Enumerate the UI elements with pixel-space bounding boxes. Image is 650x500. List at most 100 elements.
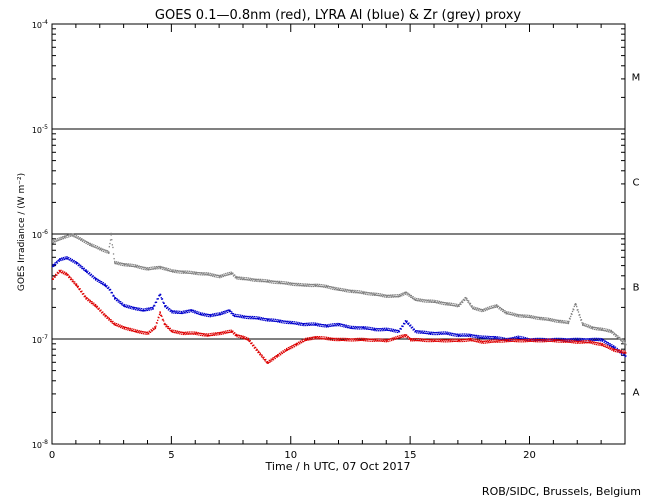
series-2-point [236,336,238,338]
series-1-point [474,335,476,337]
series-1-point [121,304,123,306]
series-1-point [327,326,330,328]
series-2-point [404,333,406,336]
series-0-point [306,283,309,285]
series-1-point [207,313,209,315]
series-1-point [134,307,136,309]
series-1-point [353,328,355,330]
series-1-point [372,329,374,331]
series-0-point [492,305,494,307]
series-0-point [296,283,299,286]
series-1-point [469,333,471,335]
series-2-point [162,318,164,321]
series-0-point [459,302,461,304]
series-2-point [288,347,291,349]
series-1-point [369,328,371,330]
series-1-point [329,325,331,328]
series-1-point [120,302,122,305]
series-1-point [429,333,432,335]
series-2-point [273,357,275,359]
series-0-point [569,318,571,320]
series-2-point [362,337,364,340]
series-0-point [502,309,504,311]
series-2-point [478,340,480,342]
series-0-point [278,282,280,285]
series-2-point [268,361,270,364]
series-2-point [287,346,290,349]
series-1-datapoint [200,313,202,315]
series-2-datapoint [285,349,288,351]
series-1-datapoint [481,336,484,339]
series-1-point [425,330,427,333]
series-1-point [500,336,502,339]
series-2-point [554,339,556,342]
series-2-point [467,340,469,342]
series-1-datapoint [59,258,61,261]
series-1-point [484,337,486,339]
series-1-datapoint [75,262,78,264]
series-0-point [469,304,471,306]
series-2-datapoint [529,339,531,342]
series-2-point [60,269,62,271]
series-1-point [593,339,595,342]
series-1-point [322,325,324,328]
series-1-datapoint [109,288,111,291]
series-0-point [390,295,392,297]
series-0-point [583,325,586,327]
series-2-point [545,340,547,343]
series-0-point [616,335,618,337]
series-1-point [591,340,593,342]
series-0-point [140,268,143,270]
series-2-point [579,341,581,343]
series-1-point [406,320,408,322]
series-2-point [494,341,497,343]
series-2-point [295,345,297,347]
series-1-point [205,313,207,315]
series-1-point [125,304,127,306]
series-1-point [579,339,581,341]
series-0-point [226,272,229,274]
series-1-point [468,334,470,336]
series-1-point [603,341,605,344]
series-1-point [472,334,475,336]
series-2-datapoint [305,339,307,341]
series-2-point [83,293,85,295]
series-1-datapoint [338,323,340,326]
series-2-point [374,339,377,341]
series-0-point [192,271,194,273]
series-1-point [391,328,393,330]
series-1-point [611,344,613,346]
series-0-point [299,282,302,285]
series-1-point [267,318,269,320]
series-0-point [592,328,594,330]
series-0-point [165,269,167,271]
series-2-point [563,339,565,341]
series-1-point [121,302,124,304]
series-0-point [413,298,415,300]
series-1-point [245,315,247,317]
series-0-point [137,267,139,269]
series-0-point [315,283,317,285]
series-0-point [613,332,615,334]
series-0-datapoint [123,263,126,266]
series-2-point [580,342,582,344]
series-0-point [399,295,401,298]
series-0-point [89,242,91,245]
series-1-point [590,339,593,341]
series-1-datapoint [625,355,627,357]
series-1-point [308,323,310,326]
series-2-point [552,340,554,343]
series-1-point [243,315,245,317]
series-0-point [417,299,419,301]
series-2-point [459,338,461,341]
series-2-point [528,338,531,340]
series-0-point [377,292,380,295]
series-0-point [425,301,427,303]
series-0-point [393,294,395,296]
series-0-point [214,274,217,276]
series-0-point [449,303,451,306]
series-2-point [307,339,309,341]
series-1-point [333,323,336,325]
series-1-point [587,338,589,340]
series-2-point [518,339,521,341]
